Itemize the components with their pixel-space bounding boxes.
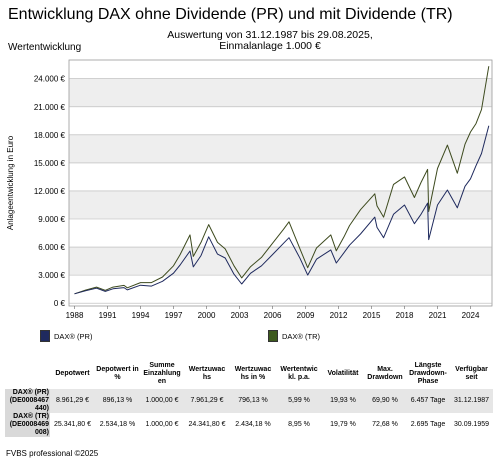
plot-frame [68, 59, 493, 307]
legend-item-tr: DAX® (TR) [268, 330, 320, 342]
subtitle-line-1: Auswertung von 31.12.1987 bis 29.08.2025… [167, 29, 373, 41]
x-tick-label: 1997 [165, 311, 183, 320]
grid-band [69, 78, 492, 107]
table-header-cell: Längste Drawdown- Phase [409, 362, 447, 385]
y-axis-ticks: 0 € 3.000 € 6.000 € 9.000 € 12.000 € 15.000 €… [34, 75, 492, 308]
table-cell: 69,90 % [364, 389, 406, 413]
subtitle-line-2: Einmalanlage 1.000 € [219, 40, 321, 52]
y-tick-label: 15.000 € [34, 159, 66, 168]
legend-swatch-pr [40, 330, 50, 342]
performance-chart: 0 € 3.000 € 6.000 € 9.000 € 12.000 € 15.000 €… [6, 59, 493, 320]
table-cell: 19,79 % [330, 421, 356, 428]
table-row: DAX® (PR) (DE0008467 440) 8.961,29 € 896… [5, 389, 493, 413]
x-axis-ticks: 1988 1991 1994 1997 2000 2003 2006 2009 2012 2015… [66, 306, 480, 320]
table-cell: 896,13 % [95, 389, 140, 413]
table-cell: 24.341,80 € [188, 421, 226, 428]
table-header-cell: Depotwert [55, 370, 90, 377]
grid-band [69, 275, 492, 306]
table-cell: 8.961,29 € [50, 389, 95, 413]
y-tick-label: 9.000 € [38, 215, 65, 224]
section-label: Wertentwicklung [8, 42, 82, 53]
table-cell: 1.000,00 € [140, 389, 184, 413]
table-cell: 2.534,18 % [99, 421, 136, 428]
table-cell: 796,13 % [230, 389, 276, 413]
x-tick-label: 2000 [198, 311, 216, 320]
table-cell: 8,95 % [288, 421, 310, 428]
grid-band [69, 106, 492, 135]
x-tick-label: 2018 [396, 311, 414, 320]
y-tick-label: 3.000 € [38, 271, 65, 280]
table-cell: 25.341,80 € [54, 421, 91, 428]
legend-swatch-tr [268, 330, 278, 342]
series-line [74, 125, 490, 295]
table-cell: 72,68 % [372, 421, 398, 428]
grid-band [69, 162, 492, 191]
table-cell: 31.12.1987 [450, 389, 493, 413]
y-tick-label: 18.000 € [34, 131, 66, 140]
y-tick-label: 6.000 € [38, 243, 65, 252]
table-header-cell: Wertzuwac hs in % [234, 366, 272, 381]
x-tick-label: 2012 [330, 311, 348, 320]
table-header-cell [5, 359, 50, 389]
table-cell: 1.000,00 € [145, 421, 179, 428]
y-tick-label: 12.000 € [34, 187, 66, 196]
y-tick-label: 21.000 € [34, 103, 66, 112]
x-tick-label: 1994 [132, 311, 150, 320]
x-tick-label: 1988 [66, 311, 84, 320]
footer-copyright: FVBS professional ©2025 [6, 449, 99, 458]
page-title: Entwicklung DAX ohne Dividende (PR) und … [8, 6, 453, 23]
grid-band [69, 134, 492, 163]
grid-band [69, 60, 492, 79]
table-row: DAX® (TR) (DE0008469 008) 25.341,80 € 2.… [5, 413, 493, 437]
table-row-header: DAX® (PR) (DE0008467 440) [5, 389, 50, 413]
table-cell: 2.434,18 % [235, 421, 271, 428]
table-row-header: DAX® (TR) (DE0008469 008) [5, 413, 50, 437]
table-header-cell: Wertentwic kl. p.a. [280, 366, 318, 381]
table-header-cell: Volatilität [327, 370, 359, 377]
x-tick-label: 2009 [297, 311, 315, 320]
y-tick-label: 0 € [54, 299, 66, 308]
table-cell: 30.09.1959 [453, 421, 490, 428]
table-header-cell: Summe Einzahlung en [143, 362, 181, 385]
table-cell: 5,99 % [276, 389, 322, 413]
grid-band [69, 247, 492, 276]
x-tick-label: 2015 [363, 311, 381, 320]
statistics-table: Depotwert Depotwert in % Summe Einzahlun… [5, 359, 493, 437]
series-lines [74, 66, 490, 295]
table-cell: 7.961,29 € [184, 389, 230, 413]
y-axis-label: Anlageentwicklung in Euro [6, 135, 15, 230]
grid-bands [69, 60, 492, 306]
chart-subtitle: Auswertung von 31.12.1987 bis 29.08.2025… [150, 30, 390, 52]
y-tick-label: 24.000 € [34, 75, 66, 84]
table-header-cell: Depotwert in % [96, 366, 139, 381]
table-cell: 6.457 Tage [406, 389, 450, 413]
legend-item-pr: DAX® (PR) [40, 330, 92, 342]
table-cell: 2.695 Tage [410, 421, 446, 428]
x-tick-label: 2003 [231, 311, 249, 320]
table-cell: 19,93 % [322, 389, 364, 413]
table-header-row: Depotwert Depotwert in % Summe Einzahlun… [5, 359, 493, 389]
x-tick-label: 2021 [429, 311, 447, 320]
x-tick-label: 2024 [462, 311, 480, 320]
legend-label-pr: DAX® (PR) [54, 331, 93, 341]
table-header-cell: Verfügbar seit [455, 366, 488, 381]
x-tick-label: 1991 [99, 311, 117, 320]
table-header-cell: Max. Drawdown [367, 366, 403, 381]
table-header-cell: Wertzuwac hs [188, 366, 226, 381]
legend-label-tr: DAX® (TR) [282, 331, 321, 341]
x-tick-label: 2006 [264, 311, 282, 320]
series-line [74, 66, 490, 295]
